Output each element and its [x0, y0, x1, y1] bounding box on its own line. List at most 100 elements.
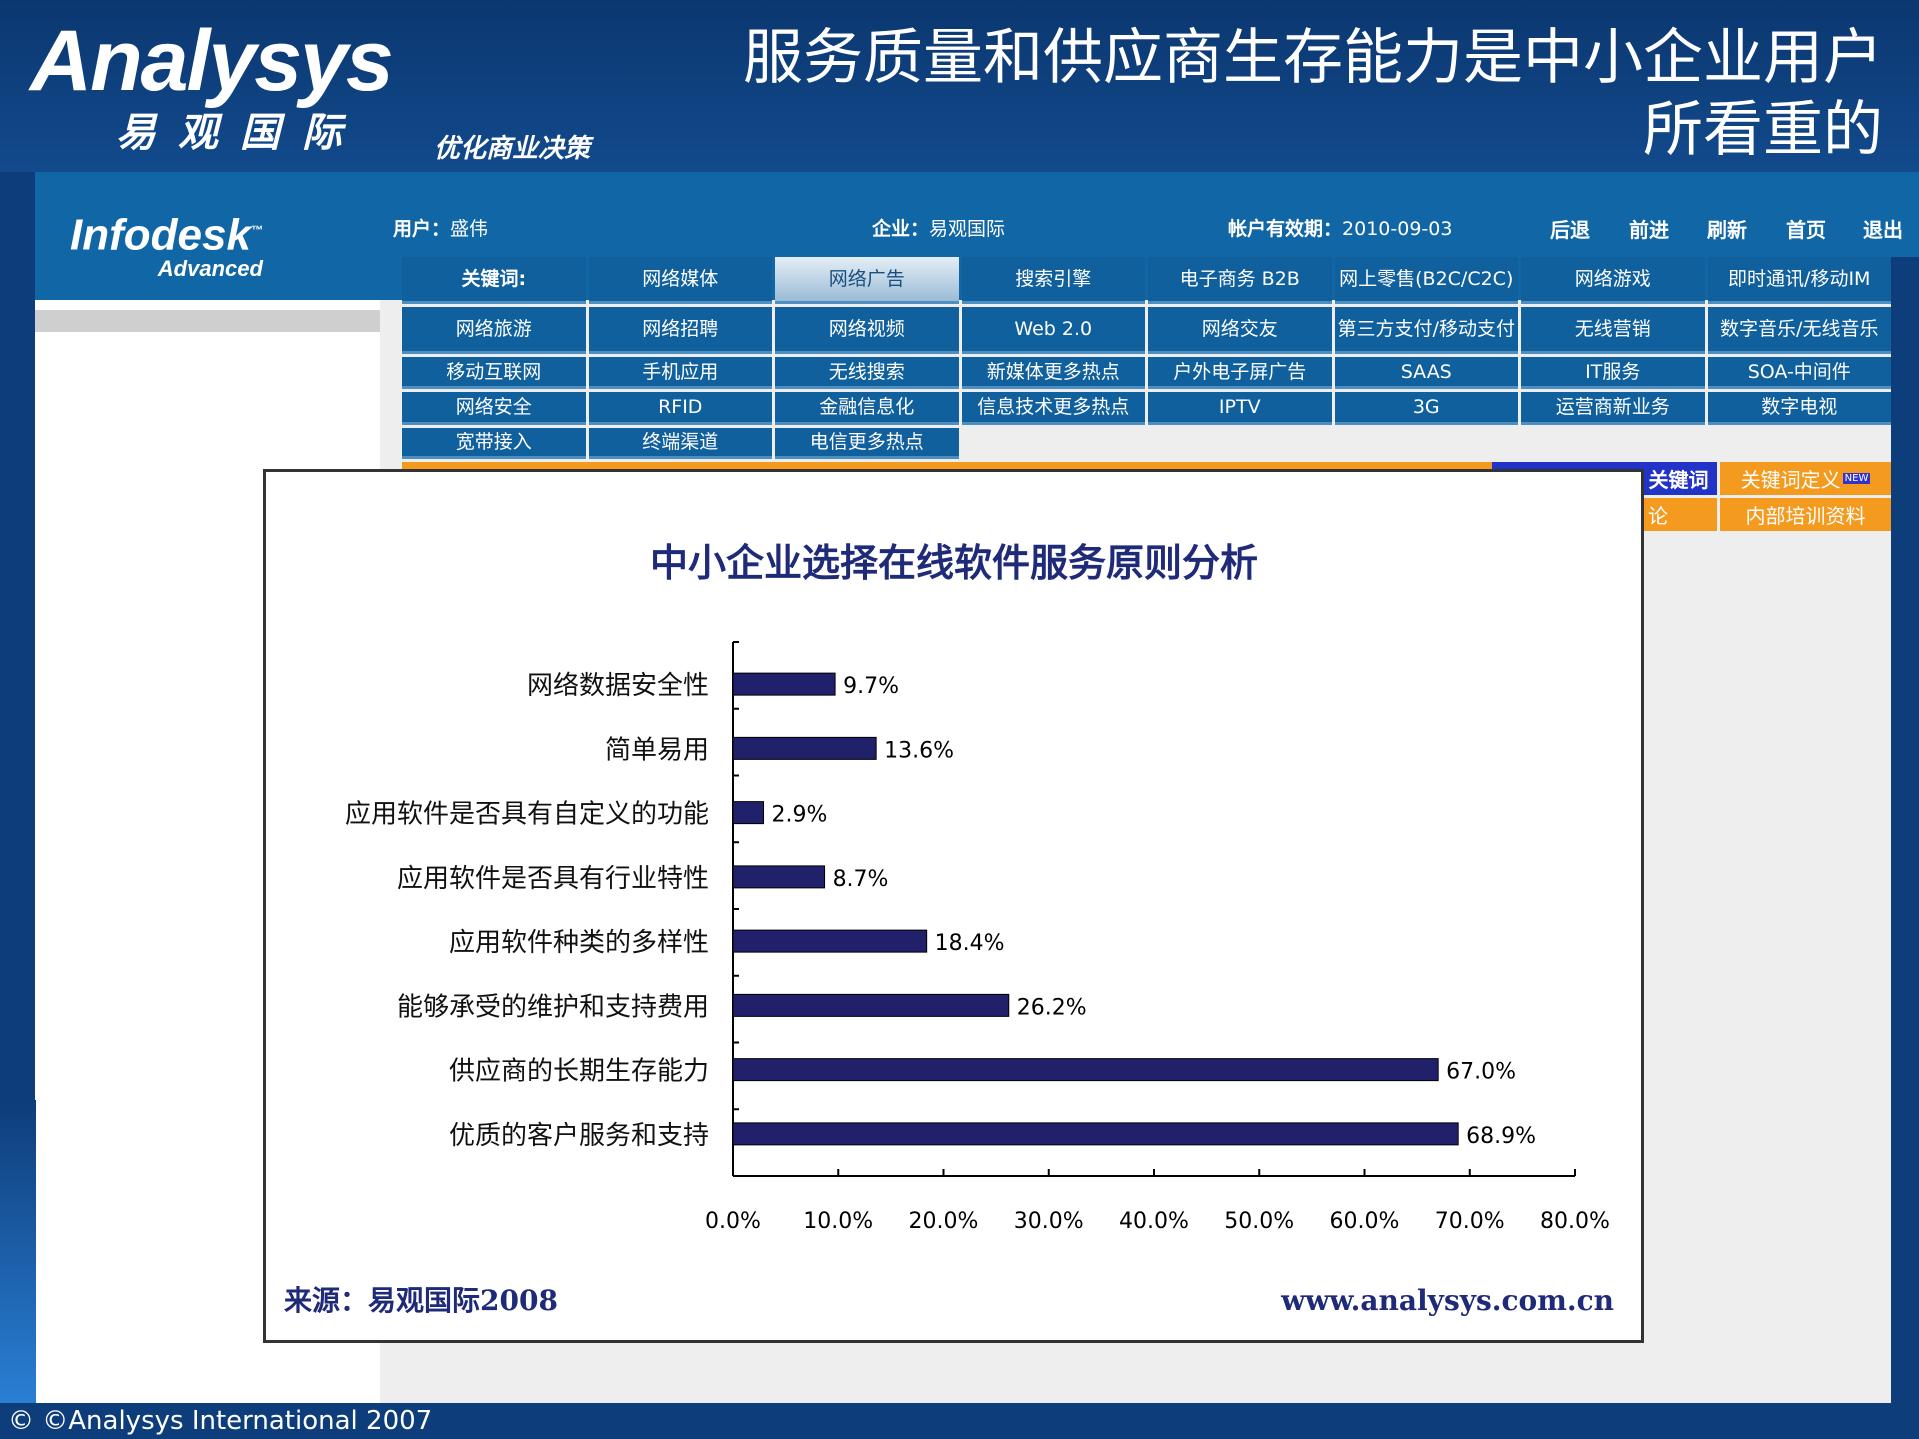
keyword-link[interactable]: 网络游戏: [1521, 257, 1705, 304]
category-label: 应用软件是否具有自定义的功能: [345, 800, 709, 830]
keyword-link[interactable]: 搜索引擎: [961, 257, 1145, 304]
keyword-label: 关键词:: [402, 257, 586, 304]
logo-cn: 易观国际: [116, 110, 364, 156]
keyword-link[interactable]: 即时通讯/移动IM: [1707, 257, 1891, 304]
keyword-definition-button[interactable]: 关键词定义 NEW: [1720, 462, 1891, 495]
category-label: 优质的客户服务和支持: [449, 1121, 709, 1151]
value: 盛伟: [450, 218, 489, 240]
logo-text: Analysys: [30, 13, 394, 109]
training-button[interactable]: 内部培训资料: [1720, 498, 1891, 531]
keyword-link[interactable]: 网络招聘: [588, 307, 772, 354]
bar: [732, 865, 826, 889]
keyword-link[interactable]: 无线搜索: [775, 357, 959, 389]
category-label: 网络数据安全性: [527, 671, 709, 701]
keyword-link[interactable]: 网络交友: [1148, 307, 1332, 354]
label: 关键词定义: [1740, 468, 1841, 492]
bar: [732, 929, 928, 953]
keyword-link[interactable]: 运营商新业务: [1521, 392, 1705, 425]
keyword-link[interactable]: 网络安全: [402, 392, 586, 425]
keyword-link[interactable]: 手机应用: [588, 357, 772, 389]
keyword-link[interactable]: 信息技术更多热点: [961, 392, 1145, 425]
keyword-link[interactable]: 数字音乐/无线音乐: [1707, 307, 1891, 354]
nav-home[interactable]: 首页: [1786, 218, 1826, 242]
keyword-link[interactable]: 数字电视: [1707, 392, 1891, 425]
keyword-button[interactable]: 关键词: [1640, 462, 1717, 495]
value-label: 13.6%: [884, 738, 954, 763]
divider: [35, 310, 380, 332]
right-border: [1891, 257, 1919, 1403]
x-tick-label: 0.0%: [705, 1209, 761, 1234]
chart-source: 来源：易观国际2008: [284, 1284, 558, 1317]
keyword-link[interactable]: 网络旅游: [402, 307, 586, 354]
keyword-link[interactable]: 网络广告: [775, 257, 959, 304]
keyword-link[interactable]: 网络视频: [775, 307, 959, 354]
logo-sub: Advanced: [157, 255, 263, 281]
keyword-link[interactable]: 无线营销: [1521, 307, 1705, 354]
keyword-link[interactable]: 新媒体更多热点: [961, 357, 1145, 389]
keyword-grid: 关键词: 网络媒体 网络广告 搜索引擎 电子商务 B2B 网上零售(B2C/C2C) 网络游…: [402, 257, 1891, 459]
company-info: 企业：易观国际: [872, 214, 1005, 241]
keyword-link[interactable]: 金融信息化: [775, 392, 959, 425]
chart-url[interactable]: www.analysys.com.cn: [1280, 1284, 1614, 1317]
x-tick-label: 50.0%: [1224, 1209, 1294, 1234]
x-tick-label: 70.0%: [1435, 1209, 1505, 1234]
nav-exit[interactable]: 退出: [1863, 218, 1903, 242]
bar-chart: 中小企业选择在线软件服务原则分析 0.0% 10.0% 20.0% 30.0% 40.0…: [284, 540, 1614, 1317]
keyword-link[interactable]: SOA-中间件: [1707, 357, 1891, 389]
category-label: 供应商的长期生存能力: [449, 1057, 709, 1087]
title-line: 服务质量和供应商生存能力是中小企业用户: [743, 23, 1883, 93]
logo-text: Infodesk: [70, 210, 251, 260]
keyword-link[interactable]: RFID: [588, 392, 772, 425]
value-label: 67.0%: [1446, 1060, 1516, 1085]
category-label: 简单易用: [605, 735, 709, 765]
keyword-link[interactable]: 网络媒体: [588, 257, 772, 304]
category-label: 应用软件是否具有行业特性: [397, 864, 709, 894]
keyword-link[interactable]: IT服务: [1521, 357, 1705, 389]
category-label: 应用软件种类的多样性: [449, 928, 709, 958]
keyword-link[interactable]: 电子商务 B2B: [1148, 257, 1332, 304]
keyword-link[interactable]: 第三方支付/移动支付: [1334, 307, 1518, 354]
nav-refresh[interactable]: 刷新: [1707, 218, 1747, 242]
bar: [732, 736, 877, 760]
label: 用户：: [393, 218, 451, 240]
keyword-link[interactable]: 移动互联网: [402, 357, 586, 389]
nav-forward[interactable]: 前进: [1629, 218, 1669, 242]
keyword-link[interactable]: 3G: [1334, 392, 1518, 425]
title-line: 所看重的: [1643, 95, 1883, 165]
tm: ™: [250, 223, 263, 237]
value-label: 68.9%: [1466, 1124, 1536, 1149]
value-label: 9.7%: [843, 674, 899, 699]
orange-bar: [402, 462, 1492, 470]
keyword-link[interactable]: 网上零售(B2C/C2C): [1334, 257, 1518, 304]
keyword-link[interactable]: 电信更多热点: [775, 428, 959, 459]
bar: [732, 672, 836, 696]
slide-header: [0, 0, 1919, 172]
keyword-link[interactable]: 终端渠道: [588, 428, 772, 459]
discussion-button[interactable]: 论: [1640, 498, 1717, 531]
keyword-link[interactable]: Web 2.0: [961, 307, 1145, 354]
keyword-link[interactable]: IPTV: [1148, 392, 1332, 425]
category-label: 能够承受的维护和支持费用: [397, 992, 709, 1022]
value: 2010-09-03: [1342, 218, 1453, 240]
x-tick-label: 60.0%: [1330, 1209, 1400, 1234]
new-badge: NEW: [1842, 473, 1871, 484]
slide-title: 服务质量和供应商生存能力是中小企业用户 所看重的: [623, 22, 1883, 166]
bar: [732, 993, 1010, 1017]
expiry-info: 帐户有效期：2010-09-03: [1228, 214, 1452, 241]
keyword-link[interactable]: 户外电子屏广告: [1148, 357, 1332, 389]
keyword-link[interactable]: SAAS: [1334, 357, 1518, 389]
x-tick-label: 20.0%: [909, 1209, 979, 1234]
x-tick-label: 30.0%: [1014, 1209, 1084, 1234]
label: 企业：: [872, 218, 930, 240]
value-label: 8.7%: [833, 867, 889, 892]
value-label: 18.4%: [935, 931, 1005, 956]
x-tick-label: 10.0%: [803, 1209, 873, 1234]
slide-footer: © ©Analysys International 2007: [0, 1403, 1919, 1439]
infodesk-logo: Infodesk™ Advanced: [70, 208, 263, 280]
label: 帐户有效期：: [1228, 218, 1343, 240]
user-info: 用户：盛伟: [393, 214, 488, 241]
value-label: 2.9%: [772, 803, 828, 828]
nav-back[interactable]: 后退: [1550, 218, 1590, 242]
value-label: 26.2%: [1017, 995, 1087, 1020]
keyword-link[interactable]: 宽带接入: [402, 428, 586, 459]
